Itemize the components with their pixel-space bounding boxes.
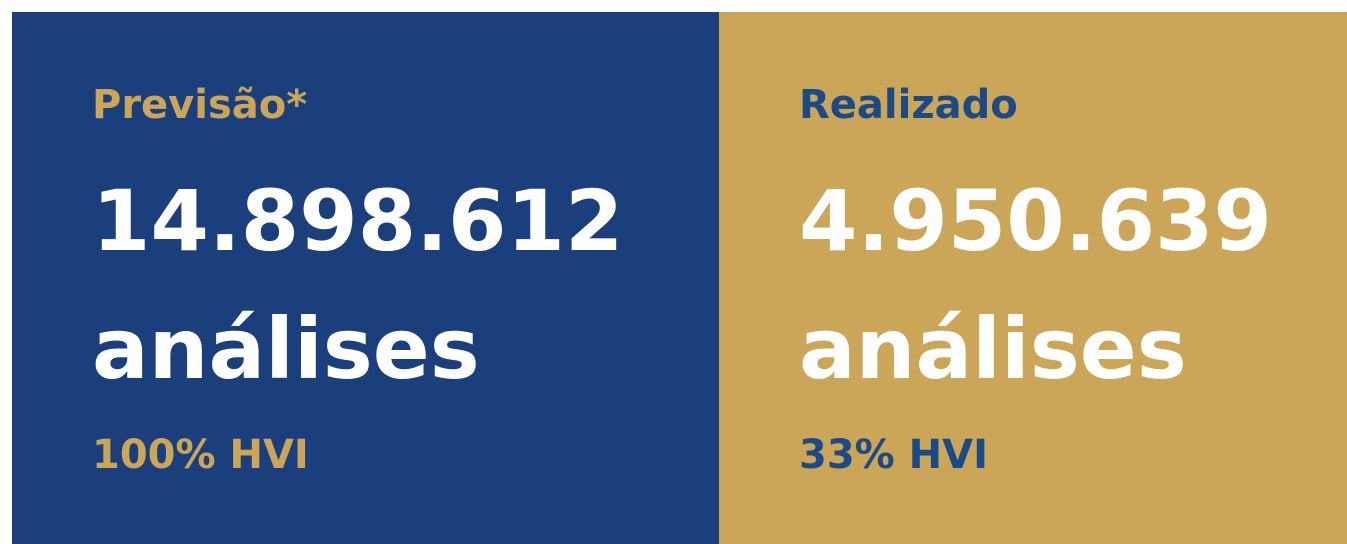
panel-note: 33% HVI <box>799 432 988 478</box>
panel-number: 14.898.612 <box>92 172 624 270</box>
panel-unit: análises <box>799 300 1187 398</box>
forecast-panel: Previsão* 14.898.612 análises 100% HVI <box>12 12 719 544</box>
actual-panel: Realizado 4.950.639 análises 33% HVI <box>719 12 1347 544</box>
panel-title: Previsão* <box>92 82 308 128</box>
panel-note: 100% HVI <box>92 432 309 478</box>
cards: Previsão* 14.898.612 análises 100% HVI R… <box>12 12 1347 544</box>
panel-number: 4.950.639 <box>799 172 1272 270</box>
panel-unit: análises <box>92 300 480 398</box>
panel-title: Realizado <box>799 82 1018 128</box>
